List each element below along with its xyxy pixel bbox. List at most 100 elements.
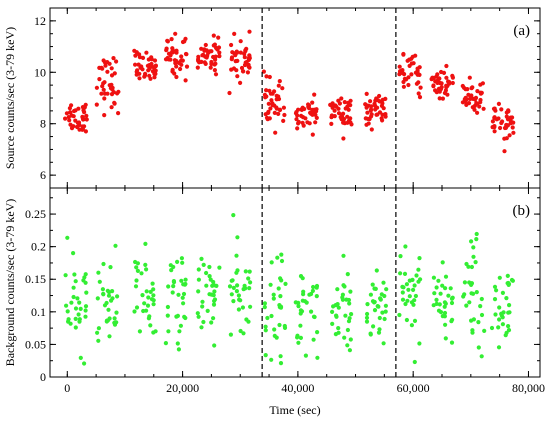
- data-point: [174, 64, 179, 69]
- data-point: [417, 256, 422, 261]
- data-point: [153, 68, 158, 73]
- data-point: [278, 294, 283, 299]
- data-point: [109, 105, 114, 110]
- data-point: [196, 267, 201, 272]
- data-point: [298, 335, 303, 340]
- data-point: [469, 318, 474, 323]
- data-point: [469, 264, 474, 270]
- data-point: [94, 85, 99, 90]
- data-point: [380, 97, 385, 102]
- data-point: [277, 107, 283, 113]
- data-point: [369, 127, 374, 132]
- y-axis-title: Source counts/sec (3-79 keV): [3, 27, 17, 169]
- data-point: [341, 136, 346, 141]
- data-point: [132, 309, 137, 314]
- data-point: [296, 107, 301, 112]
- y-tick-label: 0.25: [25, 207, 46, 221]
- data-point: [283, 281, 288, 286]
- data-point: [412, 318, 418, 323]
- data-point: [341, 120, 346, 125]
- data-point: [492, 284, 498, 289]
- data-point: [511, 120, 516, 125]
- data-point: [274, 335, 279, 340]
- data-point: [171, 279, 176, 284]
- data-point: [440, 260, 445, 265]
- data-point: [478, 304, 483, 309]
- data-point: [268, 106, 273, 111]
- data-point: [261, 69, 266, 74]
- data-point: [461, 85, 467, 90]
- data-point: [294, 117, 299, 122]
- data-point: [179, 54, 184, 59]
- data-point: [400, 297, 406, 302]
- data-point: [474, 290, 479, 295]
- data-point: [301, 123, 306, 128]
- data-point: [78, 355, 83, 360]
- data-point: [363, 102, 368, 107]
- data-point: [335, 287, 340, 292]
- data-point: [407, 294, 412, 299]
- data-point: [96, 270, 101, 275]
- data-point: [246, 64, 251, 69]
- data-point: [180, 295, 185, 300]
- data-point: [442, 310, 448, 316]
- data-point: [112, 322, 118, 327]
- data-point: [217, 50, 222, 55]
- data-point: [397, 312, 402, 318]
- data-point: [475, 110, 480, 115]
- data-point: [400, 70, 405, 76]
- data-point: [436, 86, 441, 91]
- data-point: [505, 281, 510, 286]
- data-point: [104, 300, 109, 306]
- data-point: [196, 314, 201, 319]
- data-point: [345, 343, 350, 348]
- data-point: [178, 323, 183, 328]
- data-point: [298, 323, 303, 328]
- data-point: [330, 309, 335, 314]
- data-point: [216, 35, 221, 40]
- data-point: [83, 314, 88, 319]
- data-point: [440, 96, 445, 101]
- data-point: [311, 337, 316, 342]
- data-point: [213, 61, 218, 66]
- data-point: [489, 325, 495, 331]
- data-point: [309, 291, 314, 297]
- data-point: [263, 328, 268, 333]
- data-point: [410, 277, 415, 282]
- data-point: [383, 114, 388, 119]
- data-point: [71, 251, 76, 256]
- data-point: [379, 292, 384, 297]
- data-point: [507, 303, 512, 308]
- data-point: [269, 313, 274, 319]
- data-point: [196, 277, 201, 282]
- data-point: [281, 118, 286, 123]
- data-point: [269, 98, 274, 103]
- data-point: [437, 96, 442, 101]
- data-point: [416, 267, 421, 272]
- data-point: [311, 314, 317, 319]
- data-point: [272, 89, 277, 94]
- data-point: [346, 297, 351, 303]
- data-point: [199, 325, 204, 330]
- data-point: [65, 235, 70, 240]
- data-point: [384, 287, 389, 292]
- data-point: [443, 88, 448, 93]
- data-point: [503, 333, 508, 338]
- data-point: [500, 322, 505, 327]
- data-point: [440, 283, 445, 288]
- data-point: [463, 99, 468, 104]
- panel-label: (a): [513, 23, 530, 39]
- data-point: [133, 53, 138, 58]
- data-point: [380, 101, 385, 106]
- data-point: [267, 74, 272, 80]
- data-point: [375, 304, 380, 309]
- data-point: [82, 361, 87, 366]
- data-point: [377, 110, 383, 115]
- data-point: [275, 255, 280, 260]
- data-point: [443, 274, 449, 279]
- data-point: [241, 69, 246, 74]
- data-point: [106, 307, 111, 312]
- data-point: [238, 39, 243, 44]
- data-point: [205, 308, 210, 313]
- data-point: [499, 107, 504, 112]
